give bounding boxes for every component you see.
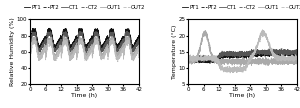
Legend: PT1, PT2, CT1, CT2, OUT1, OUT2: PT1, PT2, CT1, CT2, OUT1, OUT2	[22, 3, 147, 12]
Legend: PT1, PT2, CT1, CT2, OUT1, OUT2: PT1, PT2, CT1, CT2, OUT1, OUT2	[180, 3, 300, 12]
X-axis label: Time (h): Time (h)	[71, 93, 98, 98]
Y-axis label: Temperature (°C): Temperature (°C)	[172, 25, 177, 79]
X-axis label: Time (h): Time (h)	[230, 93, 256, 98]
Y-axis label: Relative Humidity (%): Relative Humidity (%)	[10, 17, 15, 86]
